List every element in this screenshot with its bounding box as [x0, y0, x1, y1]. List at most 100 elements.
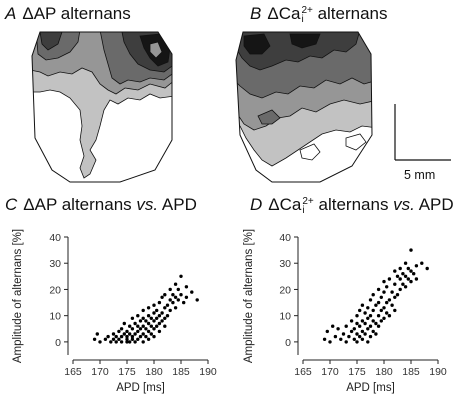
y-tick-label: 10	[279, 311, 291, 323]
contour-b-level-5	[243, 33, 321, 55]
data-point	[141, 316, 145, 320]
data-point	[363, 321, 367, 326]
data-point	[128, 324, 132, 328]
data-point	[366, 340, 370, 344]
contour-map-b	[235, 31, 373, 183]
data-point	[358, 308, 362, 313]
data-point	[387, 277, 392, 281]
data-point	[160, 311, 164, 315]
data-point	[111, 332, 116, 336]
data-point	[117, 337, 121, 341]
data-point	[144, 334, 148, 339]
contour-b-island-1	[257, 109, 281, 125]
x-tick-label: 190	[199, 366, 217, 378]
data-point	[141, 324, 145, 328]
data-point	[98, 340, 102, 344]
data-point	[398, 287, 402, 292]
data-point	[387, 298, 392, 302]
panel-c-title: C ΔAP alternans vs. APD	[5, 195, 197, 215]
data-point	[398, 277, 402, 281]
panel-d-title: D ΔCa 2+ i alternans vs. APD	[250, 195, 454, 215]
data-point	[163, 293, 167, 297]
data-point	[179, 274, 183, 278]
panel-d-title-mid: alternans	[313, 195, 394, 214]
data-point	[106, 334, 110, 339]
data-point	[374, 332, 378, 336]
y-tick-label: 40	[279, 232, 291, 244]
data-point	[133, 332, 137, 336]
data-point	[138, 334, 143, 339]
data-point	[149, 332, 153, 336]
scatter-plot-d: 165 170 175 180 185 190 0 10 20 30 40 APD [ms] Ampli…	[243, 229, 447, 394]
data-point	[130, 334, 135, 339]
data-point	[379, 319, 383, 323]
y-tick-label: 10	[49, 311, 61, 323]
data-point	[136, 337, 140, 341]
data-point	[157, 329, 162, 334]
data-point	[336, 327, 340, 331]
data-point	[146, 337, 151, 341]
data-point	[179, 293, 183, 297]
data-point	[352, 337, 356, 341]
data-point	[176, 287, 180, 292]
data-point	[390, 303, 394, 307]
data-point	[355, 314, 359, 318]
panel-a-letter: A	[5, 4, 17, 23]
y-tick-label: 20	[279, 284, 291, 296]
data-point	[136, 329, 140, 334]
data-point	[339, 337, 343, 341]
data-point	[409, 269, 413, 273]
data-point	[119, 340, 124, 344]
data-point	[152, 327, 156, 331]
data-point	[374, 321, 378, 326]
x-tick-label: 165	[294, 366, 312, 378]
data-point	[114, 334, 118, 339]
data-point	[331, 324, 335, 328]
data-point	[168, 298, 172, 302]
data-point	[141, 332, 145, 336]
data-point	[157, 314, 162, 318]
data-point	[155, 324, 159, 328]
data-point	[160, 295, 164, 299]
panel-d-title-pre: ΔCa	[268, 195, 302, 214]
data-point	[138, 319, 143, 323]
data-point	[128, 332, 132, 336]
data-point	[163, 306, 167, 310]
data-point	[376, 287, 381, 292]
x-tick-label: 185	[172, 366, 190, 378]
data-point	[371, 329, 375, 334]
data-point	[173, 295, 178, 299]
data-point	[184, 295, 189, 299]
data-point	[325, 329, 329, 334]
data-point	[376, 300, 381, 305]
contour-map-a	[31, 31, 173, 183]
data-point	[146, 329, 151, 334]
data-point	[360, 329, 365, 334]
data-point	[146, 321, 151, 326]
data-point	[358, 324, 362, 328]
data-point	[157, 300, 162, 305]
data-point	[149, 316, 153, 320]
x-tick-label: 170	[321, 366, 339, 378]
data-point	[195, 298, 199, 302]
data-point	[333, 334, 338, 339]
data-point	[114, 340, 118, 344]
data-point	[414, 277, 419, 281]
data-point	[341, 332, 346, 336]
data-point	[360, 303, 365, 307]
panel-a-title-text: ΔAP alternans	[22, 4, 131, 23]
data-point	[371, 308, 375, 313]
data-point	[176, 298, 180, 302]
data-point	[393, 269, 397, 273]
data-point	[347, 334, 351, 339]
data-point	[363, 311, 367, 315]
data-point	[371, 319, 375, 323]
y-tick-label: 30	[49, 258, 61, 270]
data-point	[119, 334, 124, 339]
data-point	[155, 308, 159, 313]
data-point	[379, 308, 383, 313]
data-point	[95, 332, 100, 336]
data-point	[128, 340, 132, 344]
x-axis-title: APD [ms]	[116, 382, 165, 394]
